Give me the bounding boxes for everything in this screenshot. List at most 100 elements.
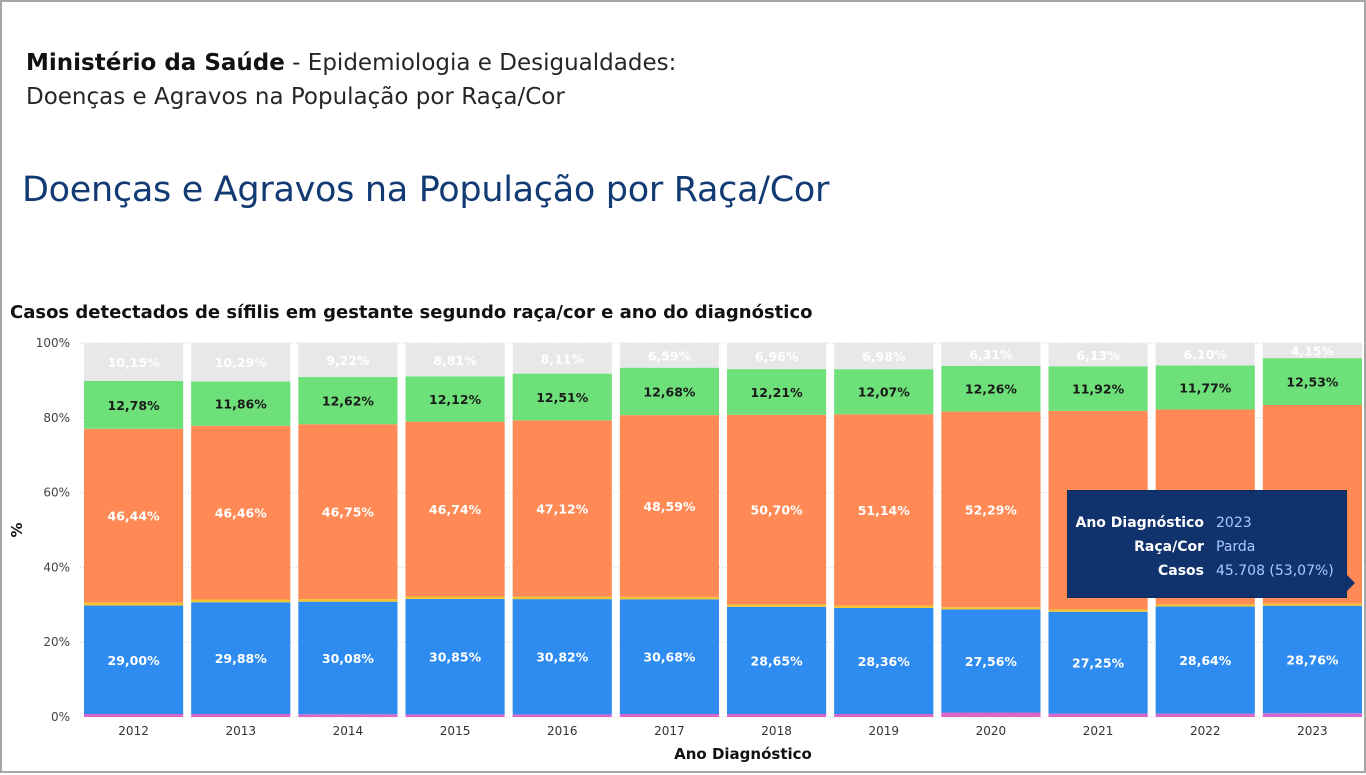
- bar-segment: [298, 599, 398, 602]
- x-tick-label: 2023: [1297, 724, 1328, 738]
- tooltip-row-year: Ano Diagnóstico 2023: [1068, 511, 1346, 535]
- x-tick-label: 2019: [868, 724, 899, 738]
- bar-segment: [619, 599, 719, 715]
- data-label: 27,25%: [1072, 656, 1125, 671]
- data-label: 28,65%: [751, 653, 804, 668]
- bar-segment: [727, 604, 827, 607]
- x-tick-label: 2020: [976, 724, 1007, 738]
- bar-segment: [512, 596, 612, 600]
- bar-segment: [84, 343, 184, 381]
- data-label: 30,08%: [322, 651, 375, 666]
- bar-segment: [1262, 358, 1362, 405]
- bar-segment: [191, 599, 291, 603]
- bar-segment: [298, 377, 398, 425]
- tooltip-value: 2023: [1216, 515, 1252, 531]
- bar-segment: [191, 714, 291, 717]
- bar-segment: [834, 369, 934, 415]
- bar-segment: [619, 714, 719, 717]
- bar-segment: [298, 342, 398, 378]
- chart-title: Casos detectados de sífilis em gestante …: [10, 302, 813, 323]
- bar-segment: [834, 607, 934, 715]
- data-label: 27,56%: [965, 654, 1018, 669]
- bar-segment: [1048, 611, 1148, 714]
- tooltip-key: Ano Diagnóstico: [1075, 515, 1204, 531]
- y-tick-label: 60%: [43, 486, 70, 500]
- data-label: 47,12%: [536, 502, 589, 517]
- data-label: 30,68%: [643, 650, 696, 665]
- y-tick-label: 40%: [43, 560, 70, 574]
- bar-segment: [1262, 603, 1362, 606]
- data-label: 12,78%: [108, 398, 161, 413]
- data-label: 30,85%: [429, 650, 482, 665]
- data-label: 12,21%: [751, 385, 804, 400]
- bar-segment: [619, 415, 719, 597]
- tooltip-row-cases: Casos 45.708 (53,07%): [1068, 559, 1346, 583]
- data-label: 6,96%: [755, 349, 799, 364]
- bar-segment: [298, 714, 398, 717]
- org-description: - Epidemiologia e Desigualdades:: [284, 50, 677, 76]
- bar-segment: [1155, 606, 1255, 714]
- bar-segment: [512, 599, 612, 715]
- bar-segment: [84, 714, 184, 717]
- org-subtitle: Doenças e Agravos na População por Raça/…: [26, 84, 565, 110]
- data-label: 11,86%: [215, 397, 268, 412]
- data-label: 12,07%: [858, 385, 911, 400]
- bar-segment: [1048, 343, 1148, 367]
- data-label: 28,36%: [858, 654, 911, 669]
- data-label: 12,62%: [322, 394, 375, 409]
- data-label: 46,46%: [215, 506, 268, 521]
- data-label: 10,29%: [215, 355, 268, 370]
- data-label: 12,51%: [536, 390, 589, 405]
- chart-tooltip: Ano Diagnóstico 2023 Raça/Cor Parda Caso…: [1067, 490, 1347, 598]
- y-tick-label: 0%: [51, 710, 70, 724]
- bar-segment: [1048, 609, 1148, 612]
- bar-segment: [191, 602, 291, 715]
- bar-segment: [727, 714, 827, 717]
- data-label: 12,12%: [429, 392, 482, 407]
- x-tick-label: 2013: [225, 724, 256, 738]
- bar-segment: [405, 596, 505, 600]
- data-label: 30,82%: [536, 650, 589, 665]
- x-tick-label: 2016: [547, 724, 578, 738]
- data-label: 6,98%: [862, 349, 906, 364]
- bar-segment: [941, 411, 1041, 608]
- org-heading: Ministério da Saúde - Epidemiologia e De…: [26, 46, 676, 114]
- bar-segment: [1262, 342, 1362, 359]
- x-axis-title: Ano Diagnóstico: [674, 745, 812, 763]
- data-label: 46,74%: [429, 502, 482, 517]
- bar-segment: [1262, 605, 1362, 714]
- data-label: 8,81%: [433, 353, 477, 368]
- bar-segment: [834, 605, 934, 608]
- x-tick-label: 2017: [654, 724, 685, 738]
- bar-segment: [512, 373, 612, 421]
- y-tick-label: 80%: [43, 411, 70, 425]
- bar-segment: [1155, 713, 1255, 717]
- bar-segment: [298, 601, 398, 715]
- bar-segment: [1262, 713, 1362, 717]
- bar-segment: [619, 596, 719, 600]
- bar-segment: [512, 343, 612, 374]
- bar-segment: [834, 414, 934, 606]
- org-name: Ministério da Saúde: [26, 50, 285, 76]
- tooltip-value: 45.708 (53,07%): [1216, 563, 1334, 579]
- bar-segment: [941, 342, 1041, 366]
- x-tick-label: 2012: [118, 724, 149, 738]
- tooltip-row-race: Raça/Cor Parda: [1068, 535, 1346, 559]
- bar-segment: [1155, 365, 1255, 410]
- data-label: 11,92%: [1072, 382, 1125, 397]
- data-label: 29,88%: [215, 651, 268, 666]
- data-label: 12,53%: [1286, 375, 1339, 390]
- bar-segment: [191, 342, 291, 382]
- bar-segment: [727, 343, 827, 370]
- bar-segment: [84, 602, 184, 606]
- bar-segment: [1048, 713, 1148, 717]
- page-title: Doenças e Agravos na População por Raça/…: [22, 170, 830, 210]
- bar-segment: [1048, 366, 1148, 411]
- data-label: 46,44%: [108, 509, 161, 524]
- bar-segment: [727, 369, 827, 415]
- x-tick-label: 2018: [761, 724, 792, 738]
- data-label: 6,13%: [1076, 348, 1120, 363]
- data-label: 6,10%: [1184, 347, 1228, 362]
- bar-segment: [941, 712, 1041, 717]
- y-tick-label: 100%: [36, 336, 70, 350]
